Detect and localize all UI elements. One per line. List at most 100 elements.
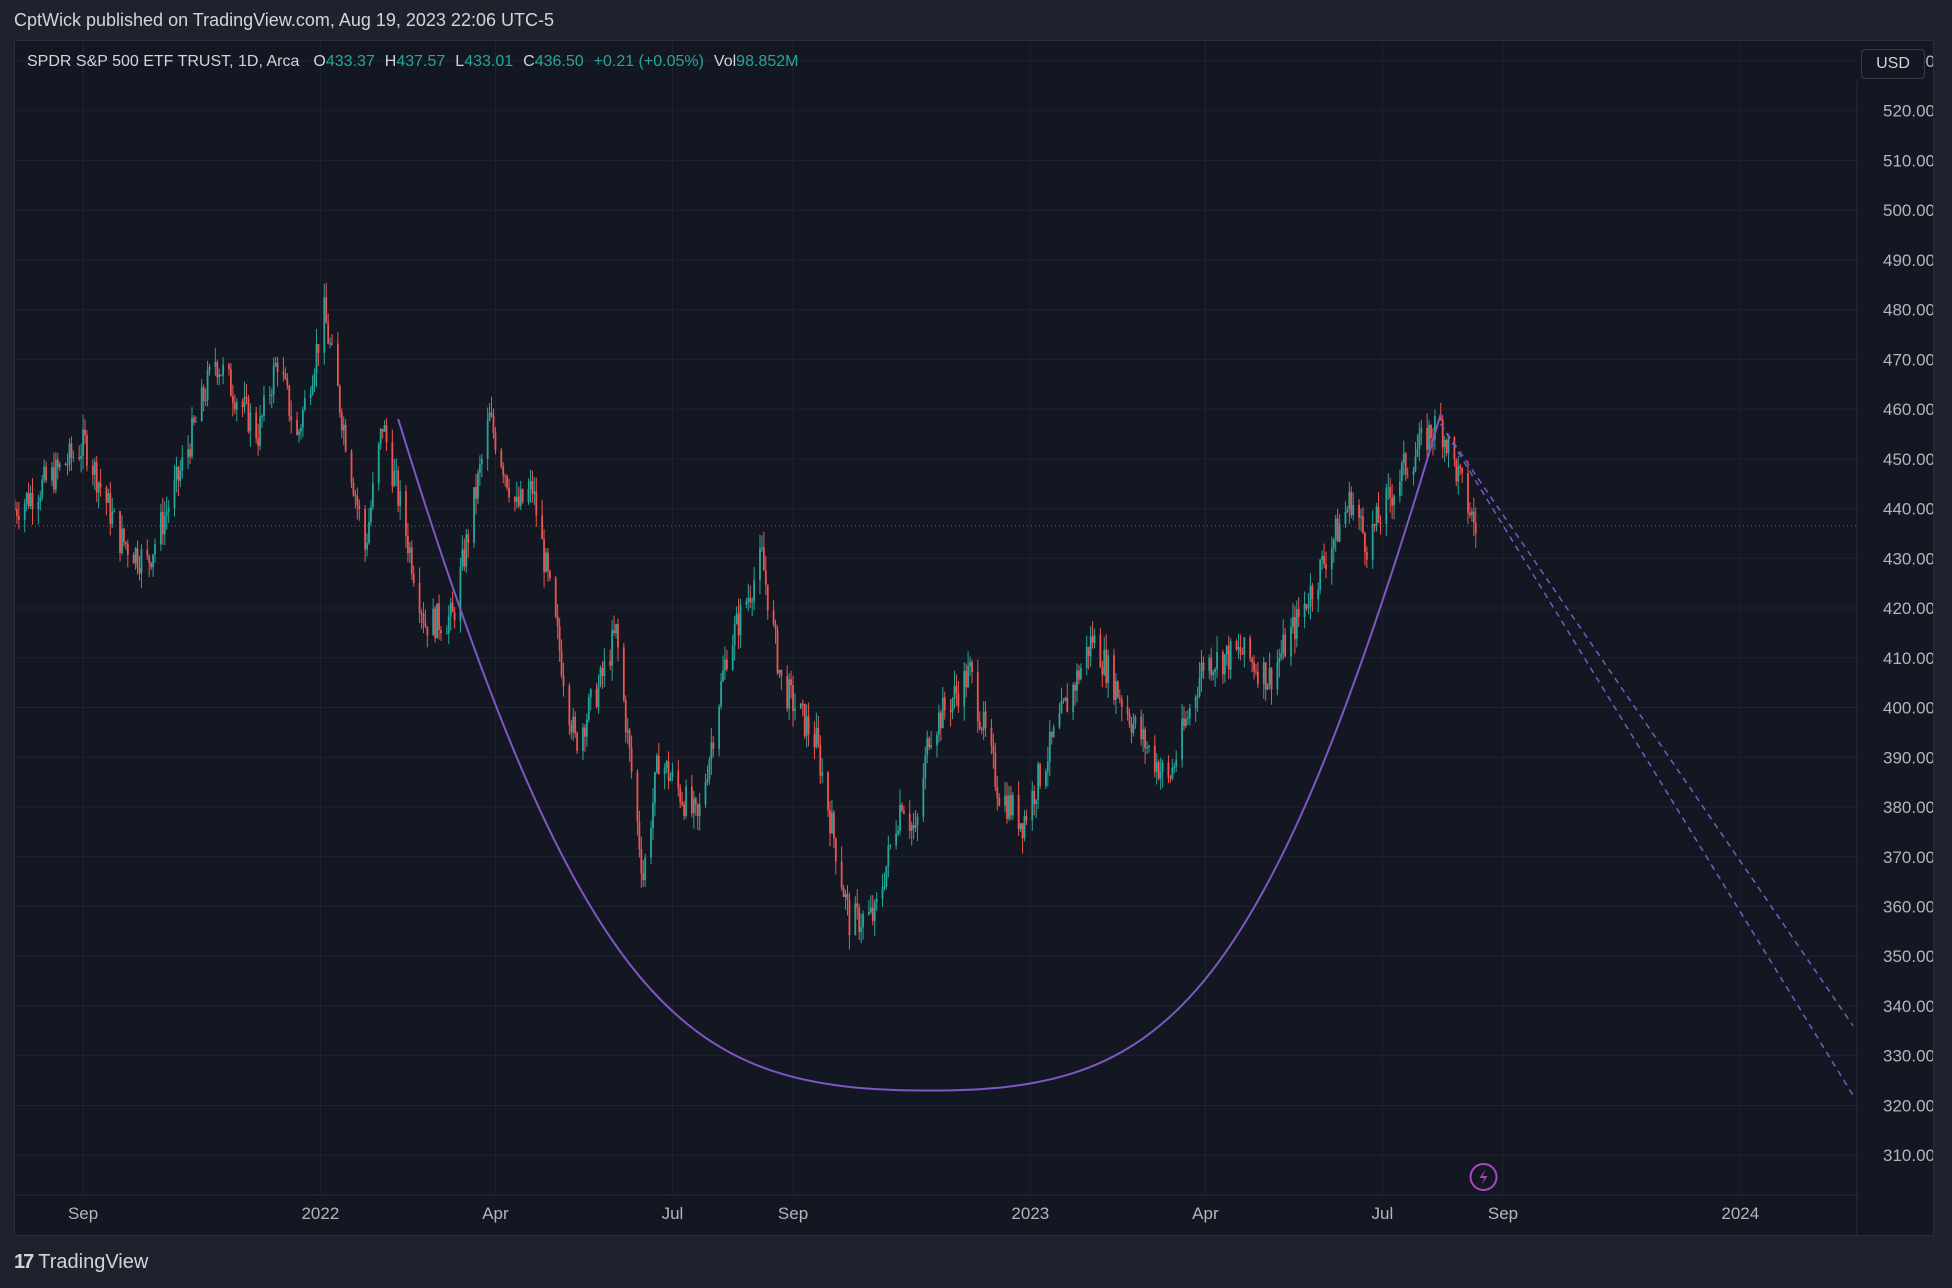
- candle-body: [1319, 559, 1322, 590]
- tradingview-logo-icon[interactable]: 17: [14, 1250, 34, 1273]
- candle-body: [871, 907, 874, 921]
- time-tick-label: Sep: [68, 1204, 98, 1223]
- candle-body: [1243, 637, 1246, 655]
- candle-body: [764, 570, 767, 585]
- candle-body: [1385, 488, 1388, 524]
- candle-body: [953, 685, 956, 699]
- candle-body: [531, 481, 534, 494]
- candle-body: [447, 616, 450, 634]
- candle-body: [1352, 504, 1355, 516]
- candle-body: [1420, 428, 1423, 433]
- publish-header-text: CptWick published on TradingView.com, Au…: [14, 9, 554, 30]
- candle-body: [967, 665, 969, 688]
- candle-body: [626, 730, 629, 733]
- chart-pane[interactable]: 530.00520.00510.00500.00490.00480.00470.…: [14, 40, 1934, 1236]
- candle-body: [268, 394, 271, 396]
- candle-body: [766, 584, 769, 611]
- candle-body: [502, 466, 505, 476]
- candle-body: [494, 432, 497, 451]
- candle-body: [655, 755, 658, 773]
- candle-body: [722, 670, 724, 682]
- candle-body: [776, 629, 779, 673]
- price-chart[interactable]: 530.00520.00510.00500.00490.00480.00470.…: [15, 41, 1933, 1235]
- candle-body: [1297, 609, 1300, 617]
- candle-body: [327, 323, 330, 344]
- candle-body: [694, 798, 697, 805]
- candle-body: [53, 467, 55, 490]
- candle-body: [1469, 512, 1471, 516]
- candle-body: [829, 810, 831, 834]
- chart-legend: SPDR S&P 500 ETF TRUST, 1D, Arca O 433.37…: [27, 53, 808, 71]
- candle-body: [432, 608, 435, 636]
- candle-body: [807, 716, 810, 735]
- candle-body: [235, 402, 238, 410]
- candle-body: [733, 623, 736, 646]
- cup-arc-drawing: [397, 413, 1442, 1092]
- candle-body: [276, 362, 279, 372]
- time-tick-label: Jul: [662, 1204, 684, 1223]
- candle-body: [611, 630, 614, 666]
- candle-body: [519, 489, 522, 507]
- candle-body: [842, 888, 845, 897]
- candle-body: [624, 700, 627, 733]
- candle-body: [150, 562, 153, 568]
- candle-body: [677, 770, 680, 789]
- candle-body: [1181, 718, 1183, 760]
- candle-body: [249, 412, 252, 432]
- candle-body: [111, 511, 114, 525]
- candle-body: [533, 491, 536, 494]
- candle-body: [848, 900, 851, 936]
- candle-body: [939, 712, 942, 729]
- candle-body: [241, 402, 244, 408]
- candle-body: [1414, 456, 1417, 471]
- candle-body: [617, 624, 619, 648]
- candle-body: [813, 734, 816, 748]
- candle-body: [527, 488, 530, 502]
- candle-body: [1282, 634, 1285, 654]
- candle-body: [982, 711, 985, 731]
- candle-body: [595, 689, 598, 707]
- candle-body: [1019, 823, 1022, 830]
- legend-close-label: C: [523, 53, 535, 70]
- candle-body: [1126, 706, 1129, 715]
- candle-body: [51, 467, 53, 481]
- tradingview-brand[interactable]: TradingView: [38, 1250, 149, 1273]
- candle-body: [786, 675, 789, 709]
- candle-body: [1292, 617, 1294, 627]
- candle-body: [698, 804, 701, 816]
- candle-body: [1157, 762, 1160, 779]
- candle-body: [301, 409, 304, 428]
- candle-body: [1379, 522, 1382, 524]
- candle-body: [309, 394, 312, 398]
- candle-body: [642, 873, 645, 881]
- candle-body: [508, 487, 510, 498]
- candle-body: [570, 725, 573, 733]
- candle-body: [860, 927, 863, 932]
- candle-body: [1060, 701, 1063, 714]
- candle-body: [352, 482, 355, 496]
- candle-body: [1377, 506, 1380, 523]
- candle-body: [554, 577, 557, 617]
- candle-body: [424, 622, 427, 627]
- candle-body: [513, 497, 516, 502]
- candle-body: [1142, 729, 1145, 740]
- candle-body: [93, 461, 96, 475]
- candle-body: [1266, 684, 1269, 690]
- candle-body: [1412, 470, 1415, 476]
- candle-body: [440, 630, 442, 634]
- candle-body: [159, 512, 162, 545]
- candle-body: [132, 554, 135, 564]
- candle-body: [78, 457, 81, 459]
- currency-button[interactable]: USD: [1861, 49, 1925, 79]
- candle-body: [1235, 641, 1238, 650]
- candle-body: [25, 493, 28, 504]
- candle-body: [603, 661, 606, 677]
- candle-body: [366, 543, 368, 550]
- legend-symbol[interactable]: SPDR S&P 500 ETF TRUST, 1D, Arca: [27, 53, 300, 70]
- candle-body: [998, 797, 1001, 806]
- candle-body: [1004, 795, 1006, 806]
- candle-body: [270, 394, 273, 396]
- candle-body: [426, 626, 429, 636]
- candle-body: [1455, 459, 1458, 482]
- candle-body: [1155, 762, 1158, 772]
